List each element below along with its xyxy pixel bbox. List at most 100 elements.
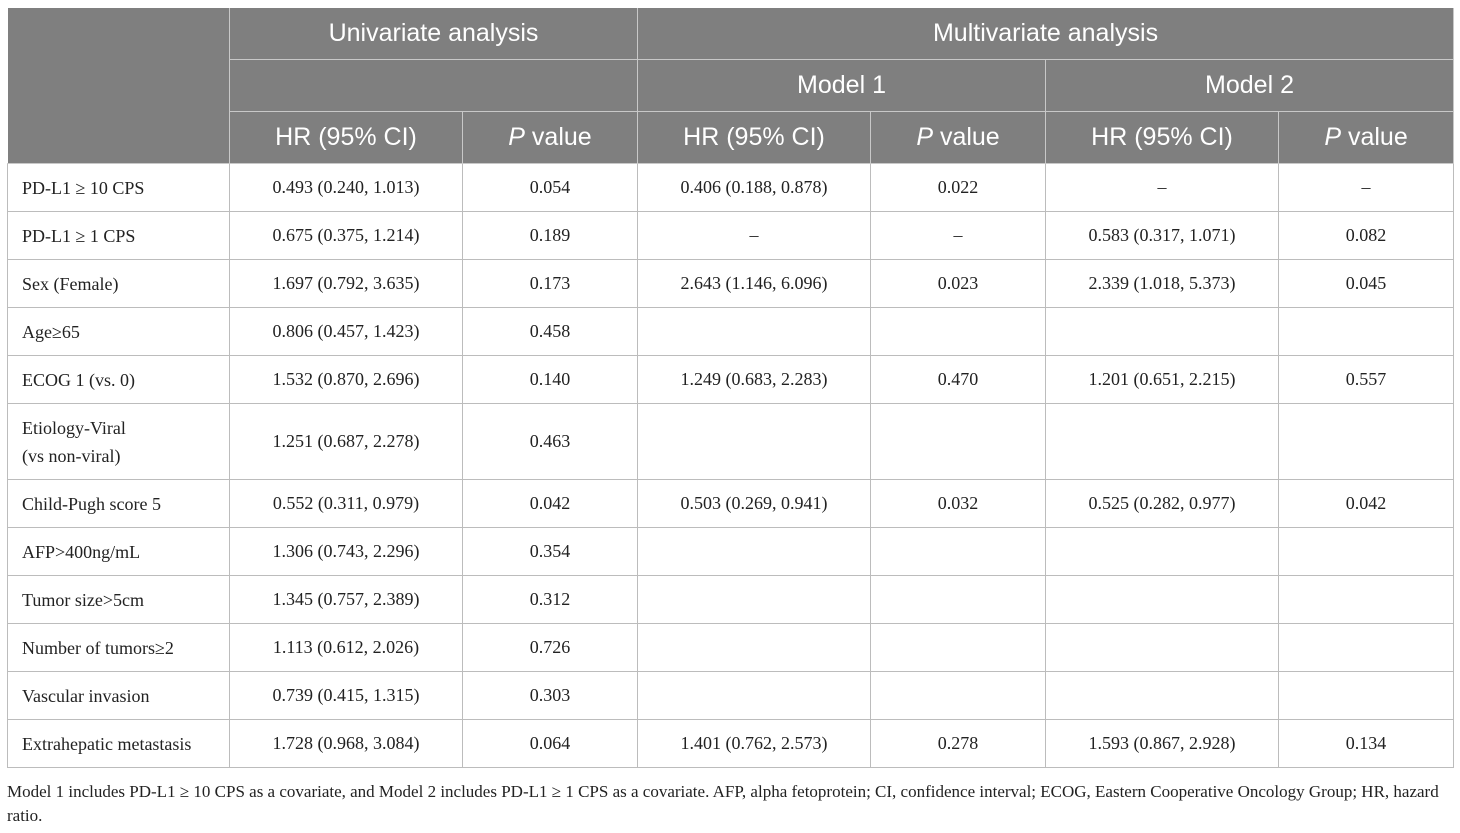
model2-p-cell <box>1278 403 1455 480</box>
univariate-hr-cell: 1.728 (0.968, 3.084) <box>229 719 463 768</box>
variable-cell: AFP>400ng/mL <box>7 527 230 576</box>
univariate-hr-cell: 1.306 (0.743, 2.296) <box>229 527 463 576</box>
table-header: Univariate analysis Multivariate analysi… <box>7 8 1455 164</box>
model2-hr-cell <box>1045 527 1280 576</box>
table-row: Number of tumors≥2 1.113 (0.612, 2.026) … <box>7 623 1455 672</box>
model2-p-header: P value <box>1278 111 1455 164</box>
model1-p-cell: 0.278 <box>870 719 1047 768</box>
model2-p-cell <box>1278 575 1455 624</box>
table-row: AFP>400ng/mL 1.306 (0.743, 2.296) 0.354 <box>7 527 1455 576</box>
univariate-hr-cell: 0.493 (0.240, 1.013) <box>229 163 463 212</box>
univariate-hr-cell: 1.532 (0.870, 2.696) <box>229 355 463 404</box>
model1-hr-cell <box>637 403 872 480</box>
model1-p-cell <box>870 671 1047 720</box>
model1-hr-cell <box>637 307 872 356</box>
univariate-p-cell: 0.189 <box>461 211 639 260</box>
model1-p-cell <box>870 623 1047 672</box>
variable-cell: ECOG 1 (vs. 0) <box>7 355 230 404</box>
univariate-spacer-header <box>229 59 639 112</box>
model1-p-cell: 0.470 <box>870 355 1047 404</box>
model1-hr-cell <box>637 527 872 576</box>
model1-hr-cell <box>637 671 872 720</box>
table-row: Extrahepatic metastasis 1.728 (0.968, 3.… <box>7 719 1455 768</box>
univariate-hr-cell: 1.251 (0.687, 2.278) <box>229 403 463 480</box>
model2-hr-cell: 1.593 (0.867, 2.928) <box>1045 719 1280 768</box>
model1-header: Model 1 <box>637 59 1047 112</box>
univariate-header: Univariate analysis <box>228 8 639 60</box>
model1-p-cell: – <box>870 211 1047 260</box>
model2-hr-cell: 2.339 (1.018, 5.373) <box>1045 259 1280 308</box>
variable-cell: Number of tumors≥2 <box>7 623 230 672</box>
model1-hr-cell <box>637 623 872 672</box>
table-footnote: Model 1 includes PD-L1 ≥ 10 CPS as a cov… <box>7 782 1439 825</box>
univariate-p-cell: 0.042 <box>461 479 639 528</box>
model2-p-cell: 0.134 <box>1278 719 1455 768</box>
table-row: Sex (Female) 1.697 (0.792, 3.635) 0.173 … <box>7 259 1455 308</box>
model2-p-cell: 0.082 <box>1278 211 1455 260</box>
table-row: PD-L1 ≥ 1 CPS 0.675 (0.375, 1.214) 0.189… <box>7 211 1455 260</box>
model2-p-cell: 0.045 <box>1278 259 1455 308</box>
model2-hr-cell: 0.583 (0.317, 1.071) <box>1045 211 1280 260</box>
model2-p-cell <box>1278 671 1455 720</box>
model2-hr-cell <box>1045 307 1280 356</box>
variable-line-1: Etiology-Viral <box>22 417 126 438</box>
model1-hr-cell: 2.643 (1.146, 6.096) <box>637 259 872 308</box>
model1-p-cell <box>870 575 1047 624</box>
model2-hr-header: HR (95% CI) <box>1045 111 1280 164</box>
variable-line-2: (vs non-viral) <box>22 445 121 466</box>
model1-p-cell: 0.032 <box>870 479 1047 528</box>
variable-cell: Child-Pugh score 5 <box>7 479 230 528</box>
univariate-hr-cell: 1.697 (0.792, 3.635) <box>229 259 463 308</box>
table-row: Etiology-Viral (vs non-viral) 1.251 (0.68… <box>7 403 1455 480</box>
univariate-hr-cell: 1.113 (0.612, 2.026) <box>229 623 463 672</box>
model1-hr-cell <box>637 575 872 624</box>
variable-cell: Age≥65 <box>7 307 230 356</box>
univariate-hr-header: HR (95% CI) <box>229 111 463 164</box>
univariate-p-cell: 0.064 <box>461 719 639 768</box>
variable-header-cell <box>7 8 230 164</box>
variable-cell: Extrahepatic metastasis <box>7 719 230 768</box>
model2-p-cell: 0.042 <box>1278 479 1455 528</box>
table-body: PD-L1 ≥ 10 CPS 0.493 (0.240, 1.013) 0.05… <box>7 163 1455 768</box>
model1-p-cell: 0.023 <box>870 259 1047 308</box>
model1-p-header: P value <box>870 111 1047 164</box>
univariate-p-header: P value <box>461 111 639 164</box>
table-row: Child-Pugh score 5 0.552 (0.311, 0.979) … <box>7 479 1455 528</box>
model2-p-cell: 0.557 <box>1278 355 1455 404</box>
variable-cell: PD-L1 ≥ 1 CPS <box>7 211 230 260</box>
variable-cell: Vascular invasion <box>7 671 230 720</box>
table-row: Vascular invasion 0.739 (0.415, 1.315) 0… <box>7 671 1455 720</box>
model2-hr-cell <box>1045 671 1280 720</box>
model2-hr-cell <box>1045 575 1280 624</box>
model1-hr-cell: 1.249 (0.683, 2.283) <box>637 355 872 404</box>
univariate-p-cell: 0.173 <box>461 259 639 308</box>
univariate-p-cell: 0.312 <box>461 575 639 624</box>
model2-hr-cell <box>1045 623 1280 672</box>
univariate-hr-cell: 0.552 (0.311, 0.979) <box>229 479 463 528</box>
multivariate-header: Multivariate analysis <box>637 8 1455 60</box>
model2-p-cell <box>1278 307 1455 356</box>
univariate-p-cell: 0.354 <box>461 527 639 576</box>
variable-cell: Etiology-Viral (vs non-viral) <box>7 403 230 480</box>
model2-p-cell <box>1278 527 1455 576</box>
univariate-hr-cell: 0.739 (0.415, 1.315) <box>229 671 463 720</box>
model1-p-cell <box>870 403 1047 480</box>
model2-hr-cell: 0.525 (0.282, 0.977) <box>1045 479 1280 528</box>
univariate-p-cell: 0.054 <box>461 163 639 212</box>
univariate-p-cell: 0.458 <box>461 307 639 356</box>
table-row: Age≥65 0.806 (0.457, 1.423) 0.458 <box>7 307 1455 356</box>
model2-header: Model 2 <box>1045 59 1455 112</box>
model2-hr-cell: – <box>1045 163 1280 212</box>
model1-hr-cell: 1.401 (0.762, 2.573) <box>637 719 872 768</box>
hazard-ratio-table: Univariate analysis Multivariate analysi… <box>7 8 1455 768</box>
table-row: PD-L1 ≥ 10 CPS 0.493 (0.240, 1.013) 0.05… <box>7 163 1455 212</box>
variable-cell: Tumor size>5cm <box>7 575 230 624</box>
model2-p-cell: – <box>1278 163 1455 212</box>
model2-hr-cell <box>1045 403 1280 480</box>
model1-hr-cell: 0.406 (0.188, 0.878) <box>637 163 872 212</box>
model1-hr-cell: – <box>637 211 872 260</box>
model2-hr-cell: 1.201 (0.651, 2.215) <box>1045 355 1280 404</box>
univariate-p-cell: 0.303 <box>461 671 639 720</box>
univariate-p-cell: 0.140 <box>461 355 639 404</box>
variable-cell: Sex (Female) <box>7 259 230 308</box>
